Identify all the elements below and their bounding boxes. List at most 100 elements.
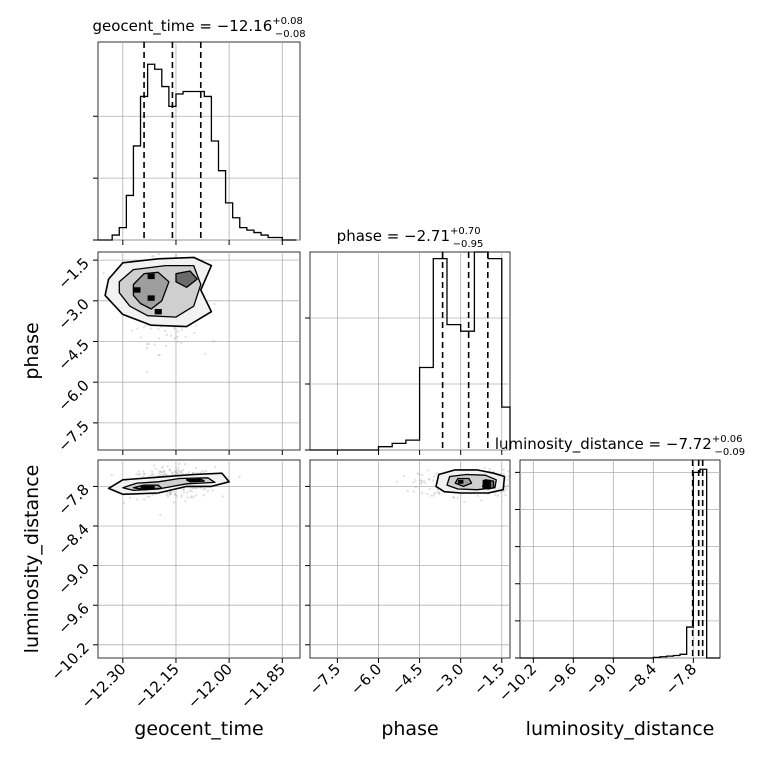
x-tick-label-luminosity-distance: −8.4: [622, 660, 660, 698]
scatter-point: [162, 472, 166, 475]
scatter-point: [169, 334, 173, 337]
scatter-point: [172, 491, 175, 494]
ticks-layer: −12.30 −12.15 −12.00 −11.85 −7.5 −6.0 −4.5 −3.0…: [48, 115, 700, 712]
scatter-point: [192, 471, 195, 474]
scatter-point: [138, 473, 141, 476]
scatter-point: [204, 488, 207, 491]
scatter-point: [463, 500, 466, 504]
scatter-point: [173, 327, 176, 330]
scatter-point: [438, 492, 441, 496]
scatter-point: [428, 487, 431, 491]
scatter-point: [426, 492, 429, 496]
scatter-point: [160, 471, 163, 474]
scatter-point: [147, 342, 150, 346]
scatter-point: [412, 490, 415, 493]
title-luminosity-distance: luminosity_distance = −7.72+0.06 −0.09: [495, 434, 745, 458]
scatter-point: [496, 494, 499, 497]
scatter-point: [164, 474, 167, 477]
scatter-point: [175, 471, 178, 474]
scatter-point: [178, 473, 181, 476]
marks-layer: [98, 42, 720, 659]
scatter-point: [434, 472, 438, 475]
scatter-point: [150, 470, 154, 473]
scatter-point: [205, 469, 208, 472]
scatter-point: [202, 487, 205, 491]
y-tick-label-phase: −4.5: [54, 336, 92, 374]
scatter-point: [142, 472, 145, 476]
scatter-point: [395, 480, 399, 483]
scatter-point: [158, 353, 161, 357]
scatter-point: [432, 492, 436, 495]
scatter-point: [238, 475, 241, 478]
scatter-point: [182, 491, 185, 494]
scatter-point: [102, 271, 105, 275]
scatter-point: [160, 471, 163, 474]
contour-phase-vs-geocent-time: [132, 271, 170, 310]
xlabel-phase: phase: [381, 718, 438, 740]
scatter-point: [426, 469, 429, 472]
scatter-point: [192, 496, 195, 499]
scatter-point: [176, 495, 179, 498]
scatter-point: [146, 342, 149, 346]
density-peak-luminosity-distance-vs-geocent-time: [186, 479, 201, 482]
scatter-point: [452, 495, 455, 499]
scatter-point: [432, 494, 435, 497]
scatter-point: [180, 469, 183, 473]
scatter-point: [176, 473, 179, 476]
scatter-point: [158, 470, 161, 473]
scatter-point: [180, 493, 183, 496]
x-tick-label-phase: −4.5: [388, 660, 426, 698]
panel-frame-hist-phase: [309, 251, 511, 451]
x-tick-label-luminosity-distance: −9.0: [582, 660, 620, 698]
density-peak-luminosity-distance-vs-phase: [457, 479, 464, 484]
scatter-point: [499, 491, 503, 494]
scatter-point: [168, 493, 171, 496]
x-tick-label-phase: −3.0: [429, 660, 467, 698]
scatter-point: [166, 465, 169, 468]
scatter-point: [110, 473, 113, 477]
scatter-point: [506, 484, 509, 487]
scatter-point: [202, 494, 205, 497]
x-tick-label-geocent-time: −11.85: [237, 660, 289, 712]
scatter-point: [191, 486, 195, 489]
ylabel-luminosity-distance: luminosity_distance: [21, 465, 43, 654]
scatter-point: [164, 344, 167, 348]
scatter-point: [186, 491, 189, 494]
scatter-point: [136, 327, 139, 330]
scatter-point: [422, 479, 426, 483]
x-tick-label-geocent-time: −12.30: [78, 660, 130, 712]
scatter-point: [420, 491, 424, 494]
scatter-point: [180, 328, 184, 332]
scatter-point: [504, 494, 507, 497]
scatter-point: [153, 343, 156, 346]
scatter-point: [506, 478, 509, 481]
scatter-point: [168, 469, 171, 472]
scatter-point: [135, 498, 139, 501]
scatter-point: [150, 474, 153, 477]
scatter-point: [161, 465, 165, 468]
y-tick-label-phase: −3.0: [54, 295, 92, 333]
scatter-point: [494, 494, 497, 497]
scatter-point: [199, 471, 202, 474]
scatter-point: [406, 489, 409, 493]
scatter-point: [505, 488, 508, 491]
scatter-point: [195, 466, 198, 470]
scatter-point: [152, 255, 156, 258]
scatter-point: [412, 481, 415, 484]
scatter-point: [414, 485, 417, 489]
scatter-point: [154, 467, 158, 471]
density-peak-phase-vs-geocent-time: [147, 273, 155, 280]
scatter-point: [180, 495, 183, 498]
scatter-point: [436, 488, 439, 491]
x-tick-label-geocent-time: −12.15: [131, 660, 183, 712]
scatter-point: [507, 470, 510, 473]
scatter-point: [201, 469, 204, 472]
scatter-point: [213, 303, 216, 306]
scatter-point: [432, 479, 435, 482]
scatter-point: [187, 471, 191, 474]
scatter-point: [159, 513, 162, 517]
scatter-point: [142, 326, 145, 329]
scatter-point: [189, 496, 192, 499]
scatter-point: [161, 473, 165, 477]
